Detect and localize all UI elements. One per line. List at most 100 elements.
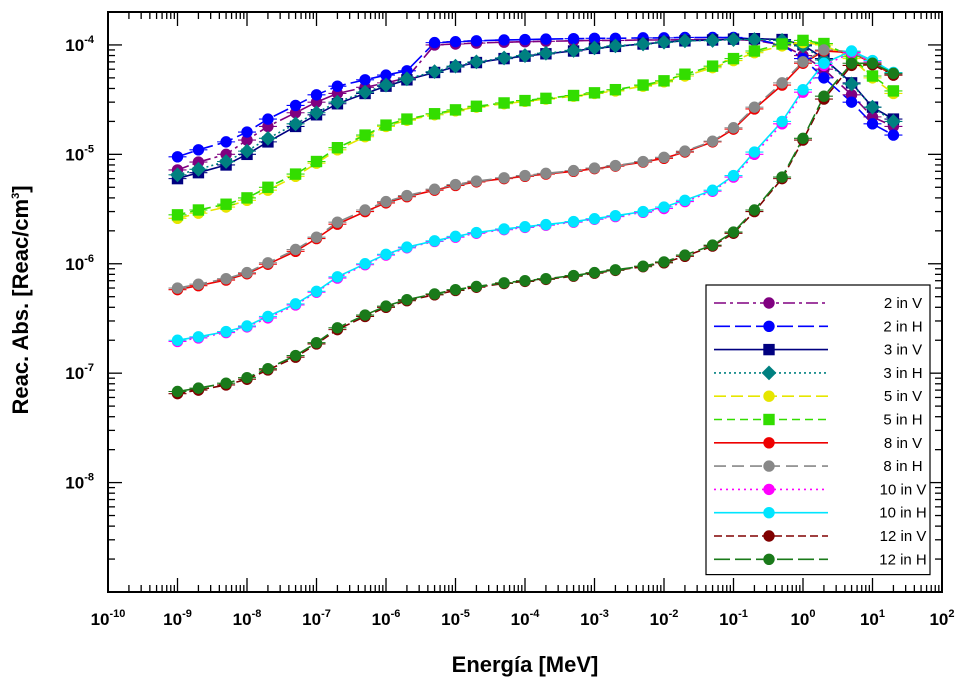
data-point-circle	[727, 122, 740, 134]
y-tick-label: 10-4	[65, 34, 95, 55]
data-point-circle	[331, 271, 344, 283]
data-point-circle	[706, 184, 719, 196]
data-point-circle	[310, 285, 323, 298]
data-point-circle	[470, 35, 483, 47]
data-point-square	[470, 100, 483, 112]
data-point-circle	[797, 83, 809, 96]
legend-label: 10 in H	[879, 505, 927, 522]
data-point-circle	[192, 144, 205, 156]
data-point-diamond	[844, 76, 859, 92]
data-point-diamond	[656, 34, 672, 50]
data-point-circle	[359, 309, 371, 321]
x-tick-label: 10-8	[233, 608, 262, 629]
data-point-diamond	[260, 130, 276, 146]
data-point-circle	[748, 204, 761, 216]
x-tick-label: 10-7	[302, 608, 331, 629]
series-line	[177, 38, 894, 171]
data-point-square	[658, 75, 670, 87]
data-point-circle	[262, 310, 274, 323]
data-point-square	[498, 97, 510, 109]
data-point-circle	[540, 273, 552, 285]
data-point-circle	[818, 44, 830, 56]
data-point-circle	[818, 90, 830, 102]
data-point-circle	[763, 460, 775, 472]
data-point-square	[241, 192, 253, 204]
data-point-circle	[637, 205, 649, 218]
legend-label: 2 in H	[883, 318, 922, 335]
data-point-circle	[818, 57, 830, 69]
data-point-circle	[262, 362, 274, 375]
data-point-circle	[776, 115, 788, 128]
y-axis-title-sup: 3	[10, 193, 22, 199]
data-point-circle	[262, 257, 274, 269]
data-point-circle	[609, 209, 622, 222]
data-point-circle	[727, 169, 740, 182]
data-point-circle	[220, 273, 232, 285]
data-point-circle	[679, 145, 691, 157]
data-point-circle	[797, 132, 809, 145]
data-point-circle	[763, 507, 775, 519]
legend-label: 8 in H	[883, 458, 922, 475]
data-point-circle	[241, 371, 253, 384]
data-point-square	[706, 60, 719, 72]
series-line	[177, 63, 894, 395]
data-point-square	[540, 92, 552, 105]
data-point-diamond	[469, 54, 484, 70]
series-markers	[168, 31, 903, 400]
legend-box	[705, 284, 931, 576]
data-point-circle	[289, 349, 302, 362]
data-point-diamond	[448, 58, 463, 74]
data-point-circle	[331, 80, 344, 92]
data-point-circle	[706, 239, 719, 251]
y-axis-title-main: Reac. Abs. [Reac/cm	[8, 199, 33, 415]
data-point-circle	[763, 437, 775, 449]
data-point-circle	[241, 320, 253, 332]
data-point-circle	[310, 231, 323, 243]
data-point-diamond	[496, 50, 512, 66]
data-point-circle	[289, 99, 302, 112]
data-point-square	[262, 181, 274, 193]
data-point-circle	[262, 113, 274, 125]
data-point-circle	[428, 36, 441, 49]
data-point-diamond	[357, 84, 373, 100]
data-point-diamond	[705, 33, 720, 48]
data-point-circle	[241, 126, 253, 138]
x-tick-label: 10-9	[163, 608, 192, 629]
data-point-circle	[498, 223, 510, 235]
data-point-circle	[470, 175, 483, 187]
data-point-circle	[567, 164, 580, 177]
data-point-circle	[220, 136, 232, 148]
data-point-circle	[763, 553, 775, 565]
legend-label: 2 in V	[884, 295, 922, 312]
data-point-diamond	[191, 161, 206, 177]
data-point-circle	[449, 283, 462, 296]
legend-label: 10 in V	[880, 481, 927, 498]
x-tick-label: 10-3	[580, 608, 609, 629]
data-point-circle	[637, 155, 649, 168]
data-point-circle	[498, 277, 510, 289]
legend: 2 in V 2 in H 3 in V 3 in H 5 in V 5 in H 8 in…	[705, 284, 931, 576]
data-point-square	[171, 209, 184, 221]
data-point-circle	[567, 215, 580, 228]
data-point-circle	[567, 33, 580, 45]
data-point-circle	[797, 56, 809, 68]
data-point-circle	[289, 243, 302, 256]
legend-label: 5 in V	[884, 388, 922, 405]
data-point-circle	[220, 377, 232, 389]
data-point-diamond	[677, 33, 693, 49]
data-point-circle	[609, 159, 622, 172]
data-point-diamond	[288, 116, 303, 132]
data-point-circle	[588, 162, 601, 174]
x-axis-title: Energía [MeV]	[452, 652, 599, 677]
legend-label: 12 in H	[879, 551, 927, 568]
data-point-diamond	[239, 143, 255, 159]
data-point-circle	[289, 298, 302, 310]
data-point-circle	[171, 151, 184, 163]
data-point-square	[380, 119, 392, 131]
data-point-circle	[887, 129, 900, 141]
data-point-circle	[658, 201, 670, 213]
data-point-circle	[380, 248, 392, 261]
data-point-circle	[727, 226, 740, 238]
data-point-square	[449, 104, 462, 116]
